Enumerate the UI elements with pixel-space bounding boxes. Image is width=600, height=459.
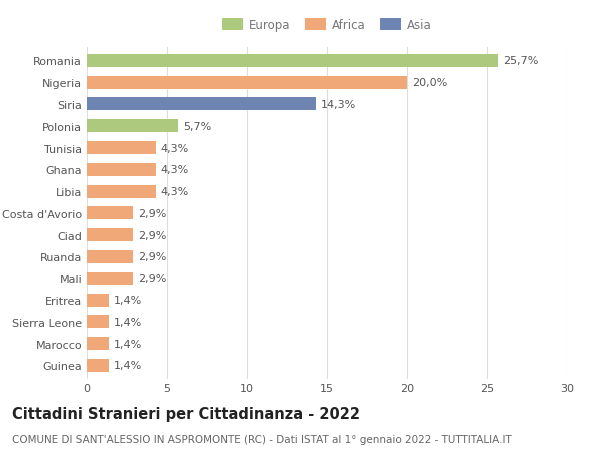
Bar <box>87 207 133 220</box>
Text: 2,9%: 2,9% <box>138 230 167 240</box>
Text: 4,3%: 4,3% <box>161 187 189 197</box>
Bar <box>87 359 109 372</box>
Text: 2,9%: 2,9% <box>138 252 167 262</box>
Bar <box>87 316 109 329</box>
Text: 1,4%: 1,4% <box>114 339 142 349</box>
Bar <box>87 251 133 263</box>
Text: 20,0%: 20,0% <box>412 78 447 88</box>
Text: COMUNE DI SANT'ALESSIO IN ASPROMONTE (RC) - Dati ISTAT al 1° gennaio 2022 - TUTT: COMUNE DI SANT'ALESSIO IN ASPROMONTE (RC… <box>12 434 512 444</box>
Text: 5,7%: 5,7% <box>183 122 211 131</box>
Bar <box>87 163 156 176</box>
Bar <box>87 98 316 111</box>
Text: 1,4%: 1,4% <box>114 317 142 327</box>
Text: 2,9%: 2,9% <box>138 208 167 218</box>
Text: 4,3%: 4,3% <box>161 165 189 175</box>
Text: 4,3%: 4,3% <box>161 143 189 153</box>
Text: 1,4%: 1,4% <box>114 296 142 305</box>
Bar <box>87 337 109 350</box>
Bar <box>87 55 498 68</box>
Bar <box>87 185 156 198</box>
Text: 14,3%: 14,3% <box>320 100 356 110</box>
Text: 25,7%: 25,7% <box>503 56 538 66</box>
Text: 2,9%: 2,9% <box>138 274 167 284</box>
Bar <box>87 272 133 285</box>
Bar <box>87 77 407 90</box>
Bar <box>87 229 133 242</box>
Text: 1,4%: 1,4% <box>114 361 142 370</box>
Bar <box>87 120 178 133</box>
Legend: Europa, Africa, Asia: Europa, Africa, Asia <box>218 16 436 36</box>
Bar <box>87 142 156 155</box>
Text: Cittadini Stranieri per Cittadinanza - 2022: Cittadini Stranieri per Cittadinanza - 2… <box>12 406 360 421</box>
Bar <box>87 294 109 307</box>
